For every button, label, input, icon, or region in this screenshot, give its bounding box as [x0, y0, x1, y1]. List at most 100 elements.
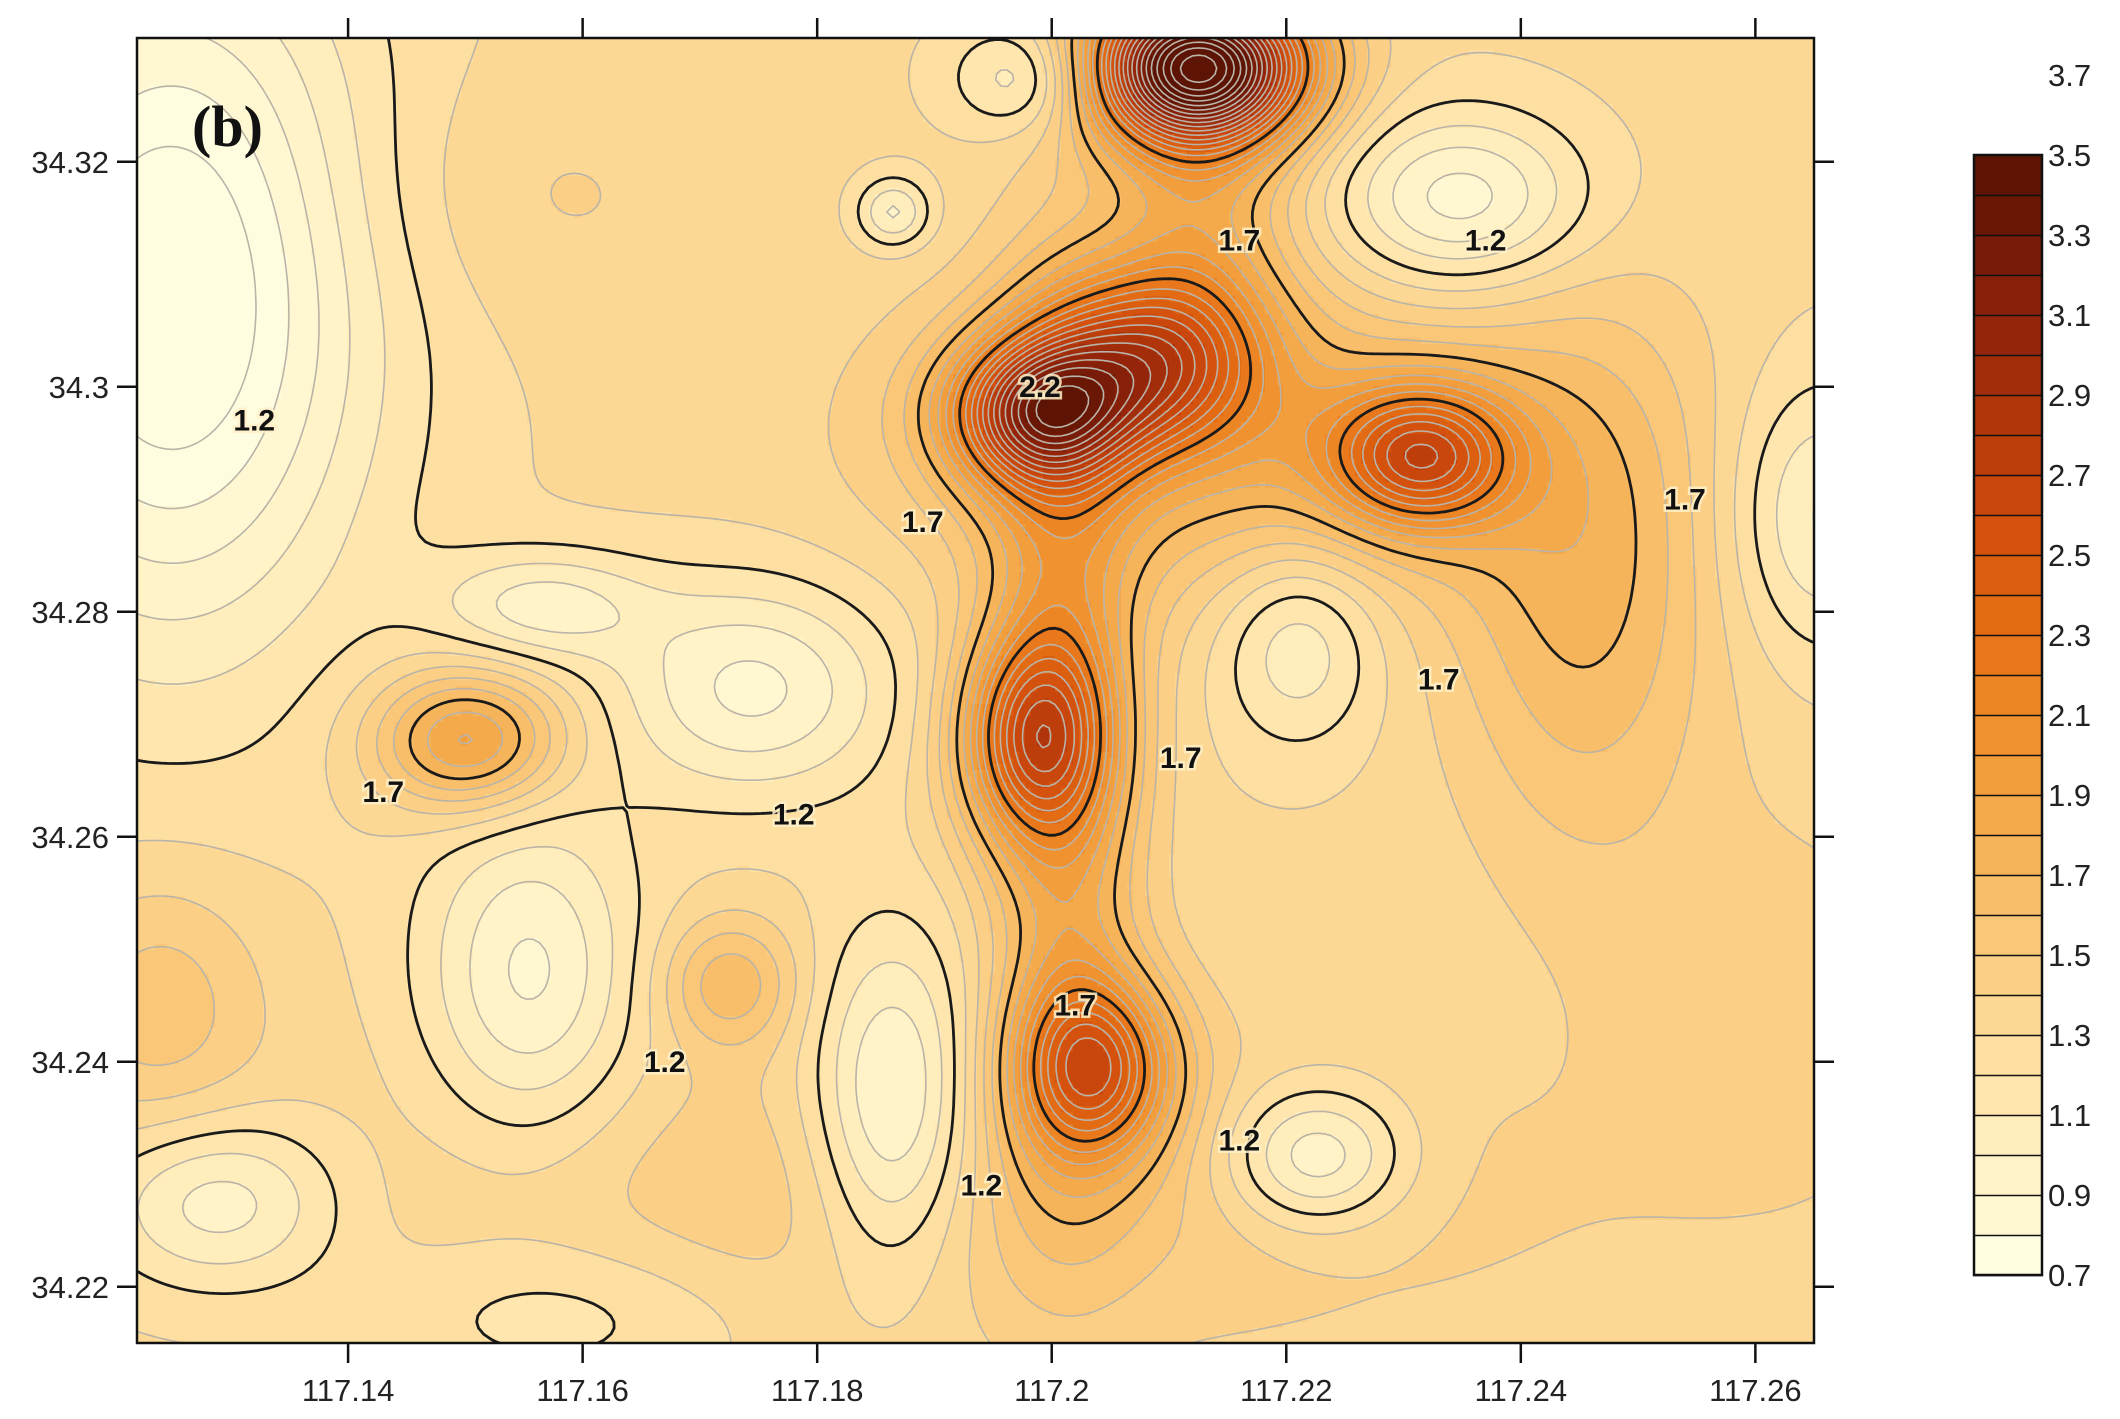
contour-line-2-6 [982, 38, 1457, 1097]
contour-label: 1.2 [1465, 225, 1507, 258]
x-tick-label: 117.18 [771, 1373, 864, 1408]
colorbar-swatch [1973, 1074, 2043, 1117]
contour-label: 1.7 [1054, 990, 1096, 1023]
colorbar-swatch [1973, 834, 2043, 877]
colorbar-label: 1.1 [2048, 1098, 2091, 1133]
colorbar-label: 3.1 [2048, 298, 2091, 333]
colorbar-frame [1972, 153, 2044, 1277]
colorbar-label: 2.9 [2048, 378, 2091, 413]
y-tick-label: 34.3 [49, 370, 109, 405]
colorbar-swatch [1973, 874, 2043, 917]
contour-line-2-5 [976, 38, 1470, 1110]
panel-label: (b) [192, 94, 263, 159]
y-tick-label: 34.22 [31, 1270, 109, 1305]
colorbar-label: 2.5 [2048, 538, 2091, 573]
contour-line-2-7 [987, 38, 1439, 773]
contour-label: 1.2 [644, 1046, 686, 1079]
y-tick-label: 34.32 [31, 145, 109, 180]
colorbar-swatch [1973, 954, 2043, 997]
contour-line-2-9 [998, 38, 1273, 464]
contour-line-1-1 [137, 38, 1814, 1265]
colorbar-swatch [1973, 754, 2043, 797]
colorbar-swatch [1973, 1154, 2043, 1197]
contour-line-2-1 [952, 38, 1517, 1154]
colorbar-swatch [1973, 154, 2043, 197]
contour-line-1-6 [392, 38, 1669, 1266]
contour-line-2-3 [965, 38, 1493, 1132]
contour-fill [137, 38, 1814, 1343]
contour-label: 1.7 [1664, 483, 1706, 516]
contour-label: 1.7 [362, 776, 404, 809]
colorbar-swatch [1973, 1114, 2043, 1157]
contour-line-3-3 [1025, 38, 1253, 438]
contour-line-2-8 [993, 38, 1278, 749]
colorbar-swatch [1973, 394, 2043, 437]
colorbar-label: 2.7 [2048, 458, 2091, 493]
contour-line-3-6 [1162, 41, 1235, 97]
colorbar-swatch [1973, 314, 2043, 357]
contour-line-0-7 [137, 145, 257, 451]
y-tick-label: 34.26 [31, 820, 109, 855]
colorbar-swatch [1973, 914, 2043, 957]
colorbar-label: 3.5 [2048, 138, 2091, 173]
axes: 117.14 117.16 117.18 117.2 117.22 117.24 117.2… [31, 18, 1834, 1408]
colorbar-swatch [1973, 194, 2043, 237]
contour-line-1-9 [457, 38, 1553, 1180]
x-tick-label: 117.2 [1014, 1373, 1089, 1408]
contour-labels: 1.2 1.7 1.2 1.2 1.2 1.7 2.2 1.7 1.2 1.7 1.7 1.7 1.7 1… [231, 222, 1708, 1205]
contour-label: 1.7 [1418, 663, 1460, 696]
contour-lines-minor [137, 38, 1814, 1343]
contour-line-1-4 [137, 38, 1814, 1343]
colorbar-label: 1.9 [2048, 778, 2091, 813]
colorbar-label: 2.3 [2048, 618, 2091, 653]
contour-plot-area [137, 38, 1814, 1343]
plot-frame [135, 36, 1816, 1345]
contour-label: 1.2 [233, 405, 275, 438]
x-tick-label: 117.24 [1475, 1373, 1568, 1408]
x-tick-label: 117.22 [1240, 1373, 1333, 1408]
colorbar-swatch [1973, 274, 2043, 317]
colorbar-label: 1.3 [2048, 1018, 2091, 1053]
colorbar-label: 3.7 [2048, 58, 2091, 93]
contour-line-3-4 [1035, 38, 1248, 429]
colorbar-swatch [1973, 554, 2043, 597]
contour-line-1-8 [426, 38, 1590, 1198]
contour-line-3 [1004, 38, 1268, 458]
colorbar-swatch [1973, 474, 2043, 517]
contour-line-3-7 [1170, 47, 1228, 91]
y-tick-label: 34.24 [31, 1045, 109, 1080]
colorbar: 0.7 0.9 1.1 1.3 1.5 1.7 1.9 2.1 2.3 2.5 2.7 2.9 3.1 3… [1972, 58, 2091, 1293]
colorbar-swatch [1973, 1194, 2043, 1237]
colorbar-swatch [1973, 354, 2043, 397]
x-tick-label: 117.14 [302, 1373, 395, 1408]
colorbar-label: 0.9 [2048, 1178, 2091, 1213]
colorbar-swatch [1973, 994, 2043, 1037]
contour-line-3-8 [1179, 54, 1218, 84]
contour-label: 1.7 [902, 506, 944, 539]
contour-label: 1.7 [1219, 225, 1261, 258]
colorbar-label: 3.3 [2048, 218, 2091, 253]
colorbar-swatch [1973, 634, 2043, 677]
contour-line-2 [945, 38, 1532, 1166]
colorbar-label: 1.5 [2048, 938, 2091, 973]
contour-label: 1.2 [773, 798, 815, 831]
contour-line-3-2 [1017, 38, 1258, 445]
contour-line-0-8 [137, 85, 290, 510]
contour-line-3-5 [1156, 38, 1242, 102]
contour-line-2-2 [958, 38, 1505, 1143]
colorbar-swatch [1973, 714, 2043, 757]
contour-line-1-7 [408, 38, 1638, 1226]
contour-label: 1.2 [961, 1170, 1003, 1203]
colorbar-label: 2.1 [2048, 698, 2091, 733]
colorbar-swatch [1973, 674, 2043, 717]
contour-line-1-3 [137, 38, 1814, 1343]
colorbar-swatch [1973, 434, 2043, 477]
y-tick-label: 34.28 [31, 595, 109, 630]
colorbar-swatch [1973, 514, 2043, 557]
contour-line-1-2 [137, 38, 1814, 1343]
contour-line-3-1 [1010, 38, 1264, 451]
contour-line-1-5 [137, 38, 1697, 1317]
colorbar-swatch [1973, 594, 2043, 637]
colorbar-label: 1.7 [2048, 858, 2091, 893]
